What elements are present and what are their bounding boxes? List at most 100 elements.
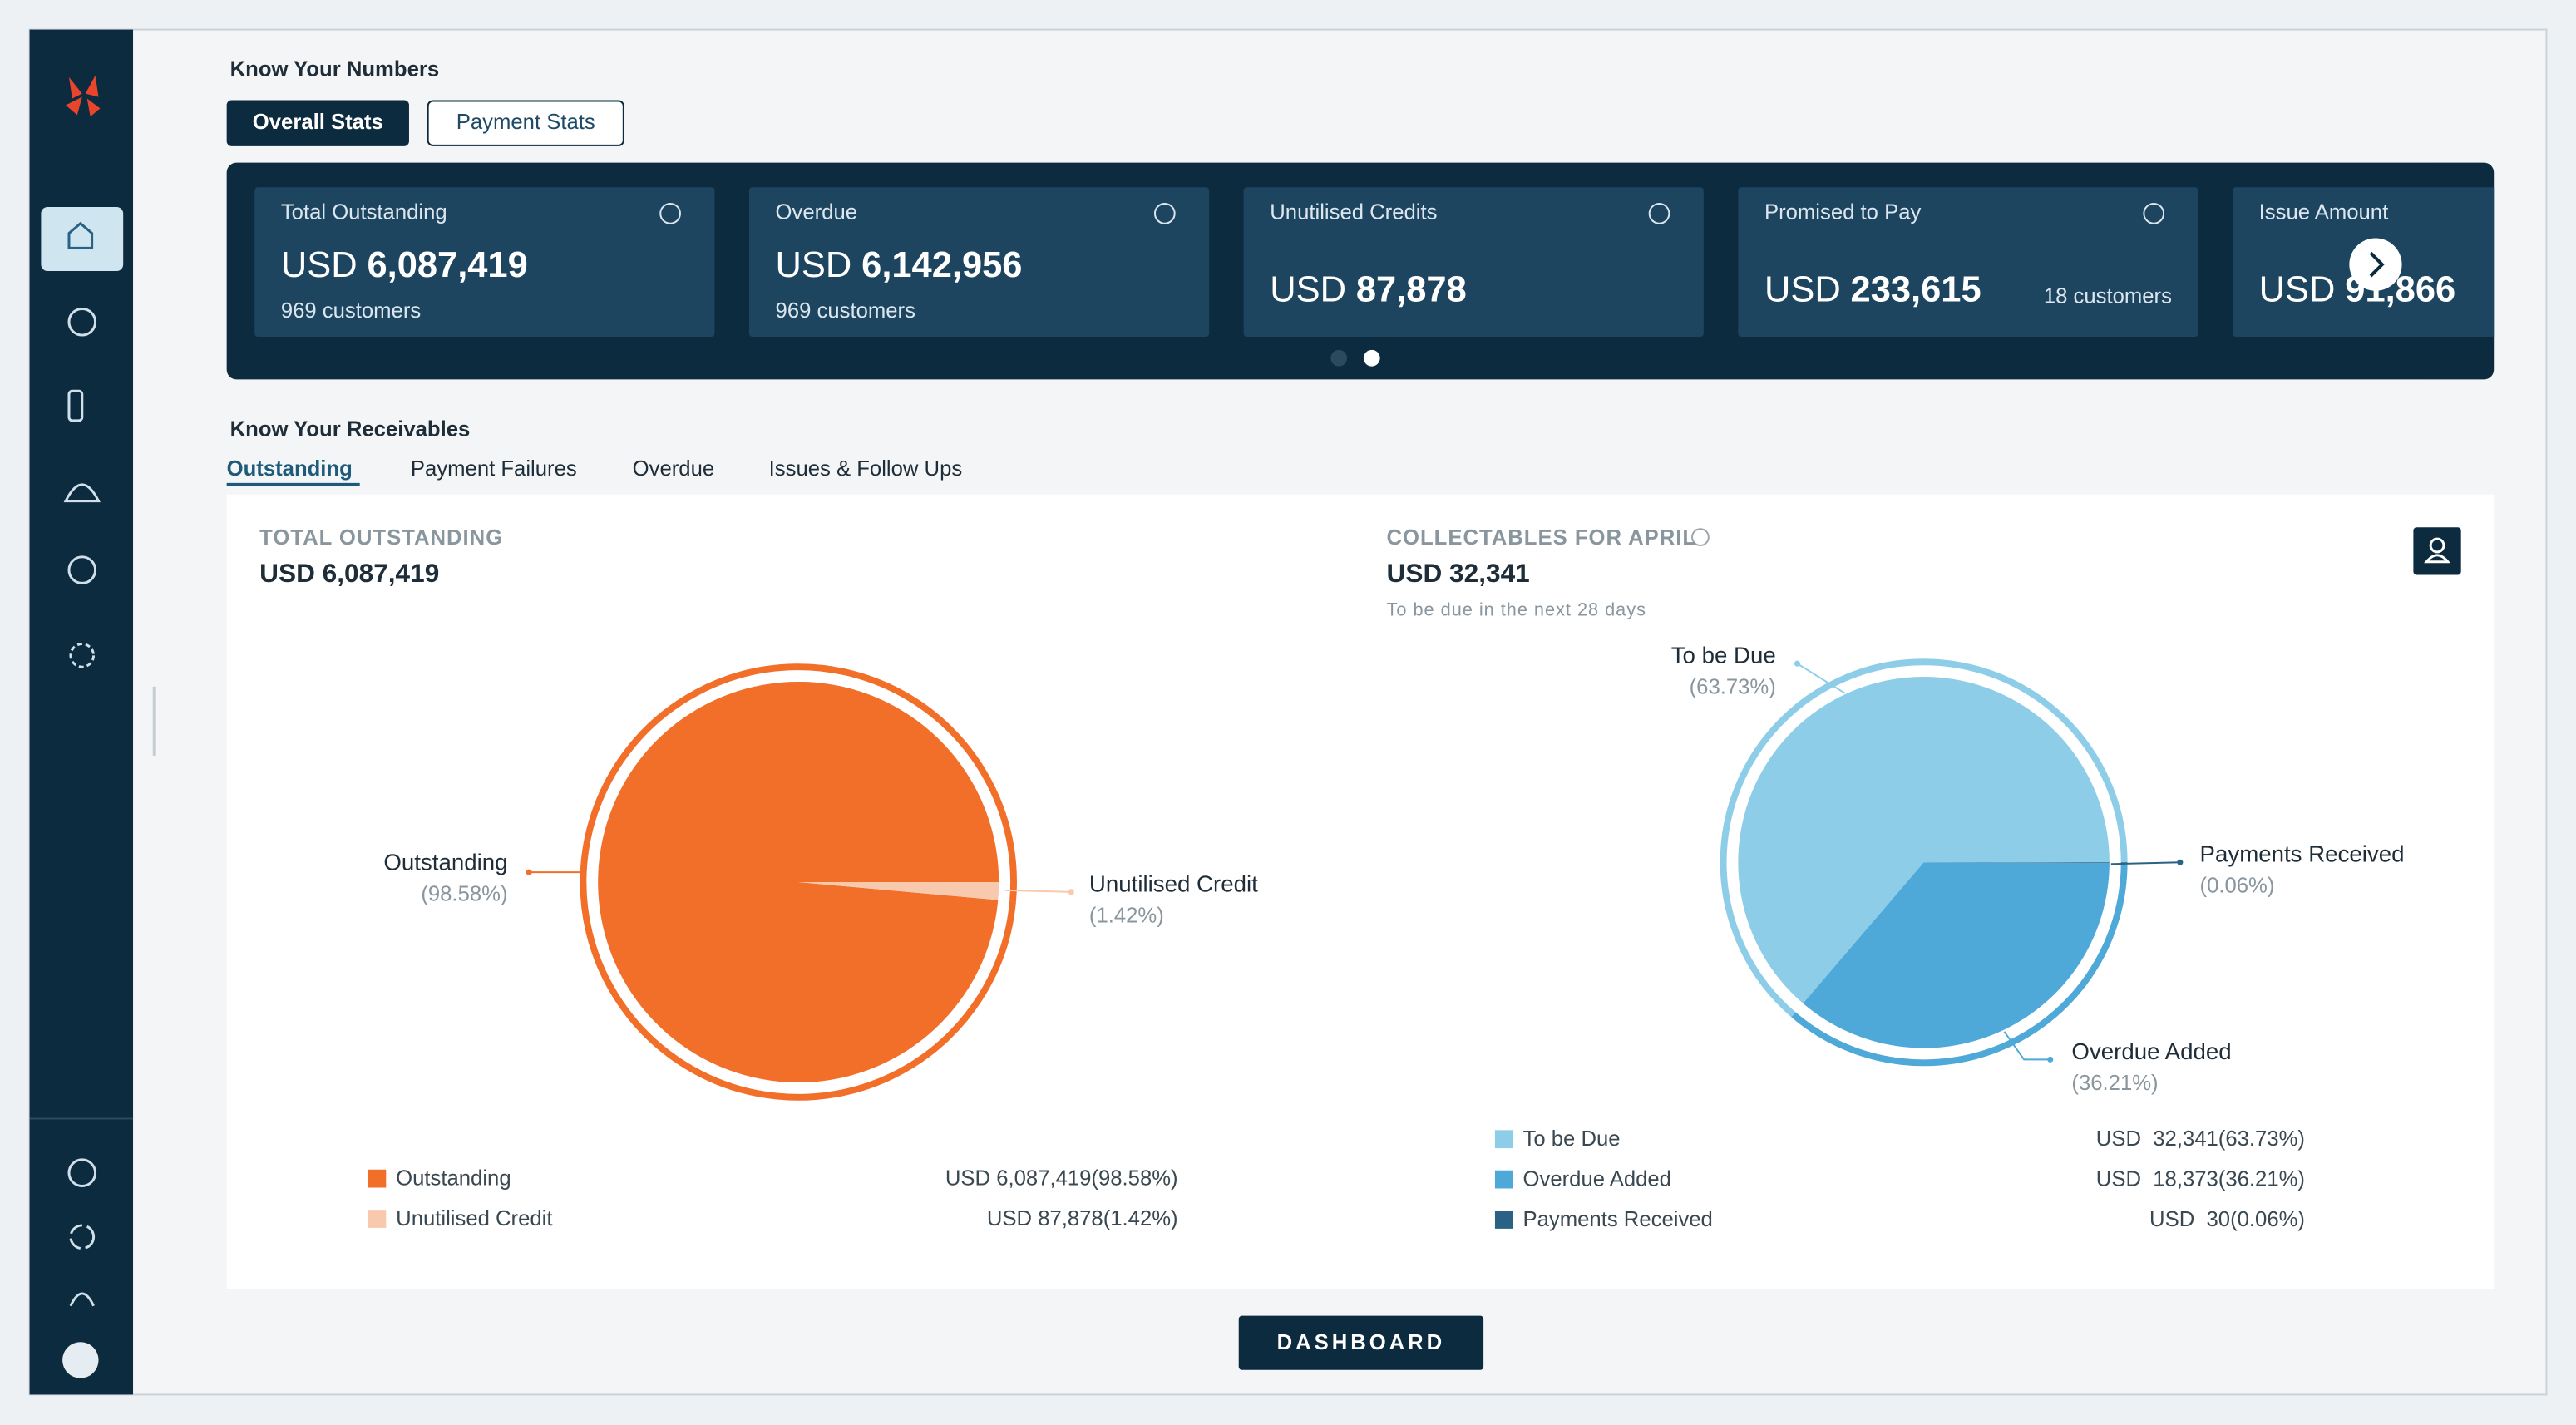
next-button[interactable] — [2349, 238, 2402, 291]
nav-profile[interactable] — [62, 1342, 99, 1378]
stat-amount: USD 233,615 — [1764, 270, 1981, 310]
currency: USD — [2259, 270, 2336, 310]
stat-amount: USD 6,087,419 — [281, 246, 528, 286]
stat-label: Promised to Pay — [1764, 201, 1922, 224]
tab-label[interactable]: Payment Stats — [456, 111, 595, 134]
pie-slice — [598, 681, 999, 1083]
legend-swatch — [1494, 1211, 1513, 1229]
section-title: Know Your Numbers — [230, 58, 440, 81]
leader-line — [2003, 1031, 2050, 1061]
nav-reports[interactable] — [67, 555, 97, 584]
slice-percent: (63.73%) — [1690, 676, 1776, 699]
percent: (0.06%) — [2230, 1208, 2305, 1231]
currency: USD — [1764, 270, 1841, 310]
chart-title: COLLECTABLES FOR APRIL — [1387, 526, 1697, 550]
amount: USD 87,878 — [987, 1207, 1103, 1230]
nav-history[interactable] — [67, 1158, 97, 1187]
nav-flows[interactable] — [67, 389, 84, 422]
stat-card — [1243, 187, 1704, 338]
pie-ring — [1791, 863, 2128, 1067]
legend-label: To be Due — [1523, 1127, 1621, 1151]
leader-line — [1796, 663, 1846, 694]
legend-swatch — [1494, 1130, 1513, 1149]
pie-ring — [580, 663, 1017, 1101]
amount: USD 6,087,419 — [945, 1166, 1092, 1190]
slice-percent: (0.06%) — [2200, 875, 2275, 898]
amount: 233,615 — [1851, 270, 1981, 310]
percent: (98.58%) — [1091, 1166, 1177, 1190]
currency: USD — [1270, 270, 1346, 310]
slice-label: Payments Received — [2200, 841, 2405, 867]
tab[interactable]: Outstanding — [227, 457, 353, 481]
percent: (63.73%) — [2218, 1127, 2305, 1151]
legend-label: Payments Received — [1523, 1208, 1713, 1231]
amount: 87,878 — [1356, 270, 1467, 310]
leader-dot — [2047, 1056, 2054, 1063]
person-icon — [2429, 537, 2445, 554]
section-title: Know Your Receivables — [230, 417, 471, 441]
legend-swatch — [1494, 1170, 1513, 1189]
pie-slice — [1803, 862, 2110, 1048]
pager-dot-active[interactable] — [1363, 349, 1380, 367]
info-icon[interactable] — [1648, 203, 1670, 224]
stat-note: 969 customers — [281, 299, 421, 323]
legend-amount: USD 87,878(1.42%) — [987, 1207, 1178, 1230]
info-icon[interactable] — [659, 203, 681, 224]
tab[interactable]: Issues & Follow Ups — [769, 457, 963, 481]
amount: USD 30 — [2149, 1208, 2230, 1231]
stat-note: 969 customers — [776, 299, 915, 323]
chart-total: USD 6,087,419 — [259, 558, 439, 588]
tab-overall[interactable] — [226, 100, 409, 146]
pie-slice — [1738, 677, 2110, 1003]
pie-ring — [1720, 658, 2128, 1018]
button-label[interactable]: DASHBOARD — [1277, 1331, 1445, 1354]
stat-card — [1738, 187, 2198, 338]
leader-dot — [1794, 660, 1801, 667]
nav-help[interactable] — [69, 1292, 95, 1307]
info-icon[interactable] — [1153, 203, 1176, 224]
person-icon — [2424, 554, 2451, 564]
legend-label: Overdue Added — [1523, 1167, 1671, 1191]
stat-card — [254, 187, 715, 338]
percent: (36.21%) — [2218, 1167, 2305, 1191]
tab-payment[interactable] — [427, 100, 624, 146]
leader-dot — [526, 869, 532, 875]
nav-sync[interactable] — [69, 1224, 96, 1250]
amount: USD 32,341 — [2096, 1127, 2218, 1151]
percent: (1.42%) — [1103, 1207, 1178, 1230]
info-icon[interactable] — [2143, 203, 2165, 224]
tab[interactable]: Payment Failures — [411, 457, 577, 481]
stat-label: Total Outstanding — [281, 201, 447, 224]
amount: 6,142,956 — [861, 246, 1022, 286]
legend-amount: USD 32,341(63.73%) — [2096, 1127, 2305, 1151]
dashboard-button[interactable] — [1238, 1315, 1484, 1370]
tab-label[interactable]: Overall Stats — [253, 111, 383, 134]
leader-line — [2110, 861, 2180, 865]
nav-alerts[interactable] — [63, 483, 101, 503]
chart-subtitle: To be due in the next 28 days — [1387, 599, 1646, 620]
stat-cards: Total Outstanding USD 6,087,419 969 custome… — [254, 187, 2495, 338]
slice-label: To be Due — [1671, 643, 1776, 668]
legend-swatch — [368, 1210, 387, 1228]
stat-label: Overdue — [776, 201, 857, 224]
pie-ring — [1009, 881, 1017, 902]
amount: USD 18,373 — [2096, 1167, 2218, 1191]
tab[interactable]: Overdue — [633, 457, 714, 481]
pager-dot[interactable] — [1330, 349, 1348, 367]
slice-percent: (36.21%) — [2071, 1072, 2158, 1095]
pie-slice — [1923, 862, 2110, 864]
nav-home[interactable] — [41, 206, 124, 272]
legend-label: Outstanding — [396, 1166, 511, 1190]
nav-payments[interactable] — [67, 307, 97, 337]
nav-settings[interactable] — [69, 643, 96, 668]
stat-label: Unutilised Credits — [1270, 201, 1437, 224]
leader-dot — [2177, 859, 2184, 865]
info-icon[interactable] — [1691, 528, 1710, 546]
slice-percent: (98.58%) — [421, 883, 507, 906]
stat-label: Issue Amount — [2259, 201, 2389, 224]
stat-card — [2233, 187, 2495, 338]
currency: USD — [281, 246, 358, 286]
slice-label: Unutilised Credit — [1089, 870, 1258, 896]
next-arrow — [2369, 251, 2385, 278]
